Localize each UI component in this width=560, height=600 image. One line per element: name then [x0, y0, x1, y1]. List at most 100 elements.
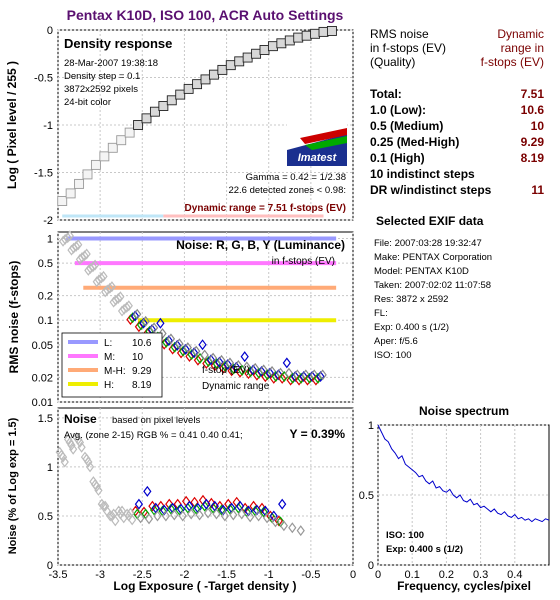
legend-value: 8.19	[132, 380, 152, 391]
exif-line: Res: 3872 x 2592	[374, 294, 448, 305]
noise-fstop-point	[122, 301, 131, 313]
summary-row-value: 10	[531, 119, 545, 133]
x-tick-label: -1.5	[217, 569, 236, 581]
density-point	[57, 196, 68, 206]
imatest-logo: Imatest	[287, 124, 347, 166]
noise-fstops-heading: Noise: R, G, B, Y (Luminance)	[176, 238, 345, 252]
noise-fstop-point	[192, 345, 201, 357]
noise-percent-point	[246, 511, 255, 523]
x-tick-label: -3	[95, 569, 105, 581]
noise-percent-point	[75, 436, 85, 448]
y-tick-label: 0.05	[32, 340, 53, 352]
noise-percent-point	[153, 510, 162, 522]
x-tick-label: 0.3	[473, 569, 488, 581]
noise-fstop-point	[99, 270, 108, 282]
exif-line: ISO: 100	[374, 350, 412, 361]
x-tick-label: 0.4	[507, 569, 522, 581]
noise-fstop-point	[114, 292, 123, 304]
rms-header-line1: RMS noise	[370, 27, 429, 41]
density-point	[158, 101, 169, 111]
noise-percent-point	[102, 505, 112, 517]
density-point	[242, 52, 253, 63]
noise-percent-point	[225, 503, 235, 515]
noise-fstop-point	[215, 356, 224, 368]
x-tick-label: -1	[264, 569, 274, 581]
y-tick-label: -2	[43, 215, 53, 227]
legend-key: H:	[104, 380, 114, 391]
noise-percent-point	[220, 510, 230, 522]
summary-row-label: 0.1 (High)	[370, 151, 425, 165]
noise-fstop-point	[175, 338, 184, 350]
noise-fstop-point	[318, 369, 327, 381]
noise-percent-point	[161, 510, 171, 522]
noise-percent-point	[134, 498, 144, 510]
noise-percent-point	[207, 497, 216, 509]
noise-fstop-point	[97, 272, 106, 284]
legend-key: M:	[104, 352, 115, 363]
density-point	[183, 83, 194, 94]
noise-fstop-point	[74, 239, 83, 251]
noise-percent-plot-frame	[57, 407, 354, 566]
exif-title: Selected EXIF data	[376, 214, 484, 228]
noise-percent-panel: 1.5 1 0.5 0 -3.5 -3 -2.5 -2 -1.5 -1 -0.5 0 Noise (…	[7, 407, 356, 593]
noise-percent-point	[257, 502, 267, 514]
noise-fstop-point	[173, 339, 182, 351]
summary-row-label: DR w/indistinct steps	[370, 183, 492, 197]
x-tick-label: -3.5	[49, 569, 68, 581]
spectrum-exp: Exp: 0.400 s (1/2)	[386, 544, 463, 555]
summary-row-value: 10.6	[521, 103, 545, 117]
density-point	[141, 113, 152, 124]
y-tick-label: 0	[368, 560, 374, 572]
noise-fstop-point	[65, 230, 74, 242]
density-point	[326, 26, 337, 36]
x-tick-label: 0	[350, 569, 356, 581]
y-tick-label: 0	[47, 560, 53, 572]
spectrum-line	[377, 424, 550, 523]
spectrum-xlabel: Frequency, cycles/pixel	[397, 579, 531, 593]
noise-percent-point	[271, 516, 280, 528]
density-point	[200, 74, 211, 85]
noise-fstop-point	[248, 364, 258, 376]
noise-percent-xlabel: Log Exposure ( -Target density )	[113, 579, 296, 593]
exif-line: Make: PENTAX Corporation	[374, 252, 492, 263]
density-point	[90, 159, 101, 170]
exif-line: FL:	[374, 308, 388, 319]
x-tick-label: -0.5	[301, 569, 320, 581]
x-tick-label: -2.5	[133, 569, 152, 581]
legend-key: L:	[104, 338, 112, 349]
noise-percent-point	[77, 441, 86, 453]
noise-percent-point	[84, 456, 93, 468]
density-point	[267, 41, 278, 52]
summary-row-label: Total:	[370, 87, 402, 101]
noise-percent-point	[149, 504, 159, 516]
y-tick-label: -1.5	[34, 168, 53, 180]
spectrum-iso: ISO: 100	[386, 530, 424, 541]
y-tick-label: 0.5	[38, 511, 53, 523]
density-ylabel: Log ( Pixel level / 255 )	[5, 61, 19, 189]
noise-percent-point	[237, 508, 246, 520]
noise-fstop-point	[217, 354, 226, 366]
noise-fstops-panel: 1 0.5 0.2 0.1 0.05 0.02 0.01 RMS noise (f-stop…	[7, 230, 354, 409]
density-point	[276, 38, 287, 49]
noise-fstop-point	[149, 322, 159, 334]
density-point	[217, 64, 228, 75]
noise-percent-point	[203, 507, 213, 519]
y-tick-label: 0.02	[32, 372, 53, 384]
density-point	[99, 151, 110, 162]
noise-fstop-point	[166, 333, 176, 345]
noise-fstop-point	[158, 328, 167, 340]
summary-row-label: 0.25 (Med-High)	[370, 135, 459, 149]
report-title: Pentax K10D, ISO 100, ACR Auto Settings	[67, 7, 344, 23]
y-tick-label: 1	[47, 233, 53, 245]
noise-percent-point	[151, 502, 160, 514]
density-point	[192, 79, 203, 90]
noise-fstop-point	[141, 315, 150, 327]
x-tick-label: 0.1	[405, 569, 420, 581]
noise-fstops-subheading: in f-stops (EV)	[272, 256, 335, 267]
noise-percent-point	[136, 512, 145, 524]
noise-percent-point	[58, 451, 68, 463]
summary-row-label: 0.5 (Medium)	[370, 119, 443, 133]
density-point	[293, 32, 304, 43]
noise-percent-point	[143, 485, 152, 497]
y-tick-label: 1.5	[38, 413, 53, 425]
